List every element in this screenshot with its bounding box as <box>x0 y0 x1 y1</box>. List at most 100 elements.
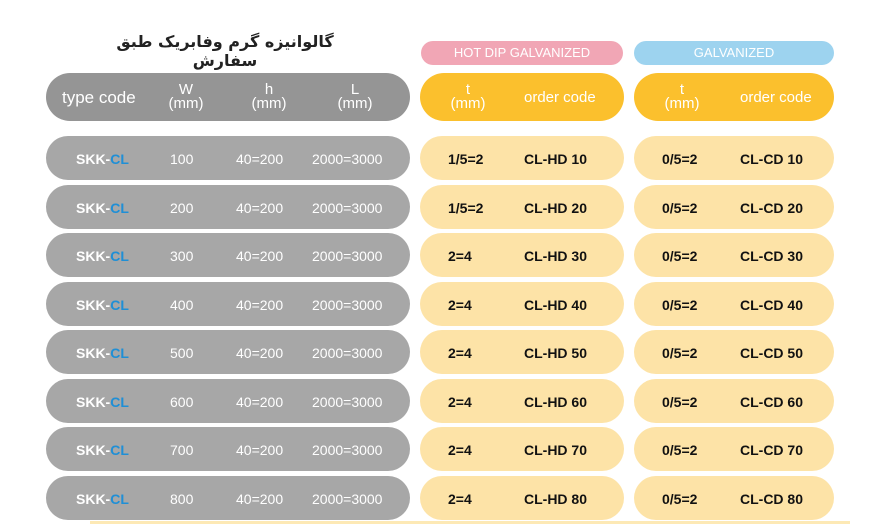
type-code-prefix: SKK- <box>76 248 111 264</box>
length-value: 2000=3000 <box>312 393 383 410</box>
type-code-prefix: SKK- <box>76 296 111 313</box>
order-code-value: CL-CD 80 <box>740 490 804 507</box>
height-value: 40=200 <box>236 151 284 167</box>
order-code-value: CL-CD 30 <box>740 248 804 264</box>
order-code-header: order code <box>740 89 812 106</box>
table-row: SKK-CL 200 40=200 2000=3000 <box>46 184 410 229</box>
hot-dip-header: t (mm) order code <box>420 73 624 121</box>
bottom-divider <box>90 521 850 524</box>
table-row: SKK-CL 700 40=200 2000=3000 <box>46 427 410 471</box>
type-code: SKK-CL <box>76 151 129 167</box>
type-code: SKK-CL <box>76 200 129 216</box>
thickness-value: 1/5=2 <box>448 199 484 216</box>
height-value: 40=200 <box>236 199 284 216</box>
galvanized-row: 0/5=2 CL-CD 40 <box>634 281 834 326</box>
type-code-prefix: SKK- <box>76 442 111 458</box>
order-code-value: CL-HD 60 <box>524 393 588 410</box>
type-code-suffix: CL <box>110 248 129 264</box>
order-code-value: CL-CD 50 <box>740 345 804 361</box>
spec-header: type code W (mm) h (mm) L (mm) <box>46 73 410 121</box>
order-code-value: CL-CD 70 <box>740 442 804 458</box>
h-label: h <box>264 81 274 98</box>
thickness-value: 0/5=2 <box>662 345 698 361</box>
order-code-value: CL-CD 60 <box>740 393 804 410</box>
length-value: 2000=3000 <box>312 296 383 313</box>
height-value: 40=200 <box>236 296 284 313</box>
galvanized-row: 0/5=2 CL-CD 70 <box>634 427 834 471</box>
hot-dip-row: 1/5=2 CL-HD 10 <box>420 136 624 180</box>
type-code: SKK-CL <box>76 442 129 458</box>
h-header: h (mm) <box>247 81 291 111</box>
table-row: SKK-CL 400 40=200 2000=3000 <box>46 281 410 326</box>
type-code-prefix: SKK- <box>76 490 111 507</box>
hot-dip-row: 1/5=2 CL-HD 20 <box>420 184 624 229</box>
galvanized-row: 0/5=2 CL-CD 80 <box>634 475 834 520</box>
type-code-suffix: CL <box>110 490 129 507</box>
table-row: SKK-CL 800 40=200 2000=3000 <box>46 475 410 520</box>
w-header: W (mm) <box>166 81 206 112</box>
type-code-suffix: CL <box>110 442 129 458</box>
galvanized-row: 0/5=2 CL-CD 20 <box>634 184 834 229</box>
width-value: 100 <box>170 151 194 167</box>
hot-dip-row: 2=4 CL-HD 80 <box>420 475 624 520</box>
order-code-value: CL-CD 20 <box>740 199 804 216</box>
type-code: SKK-CL <box>76 297 129 313</box>
order-code-value: CL-HD 80 <box>524 490 588 507</box>
table-row: SKK-CL 600 40=200 2000=3000 <box>46 378 410 423</box>
thickness-value: 2=4 <box>448 490 472 507</box>
hot-dip-row: 2=4 CL-HD 50 <box>420 330 624 374</box>
width-value: 700 <box>170 442 194 458</box>
width-value: 800 <box>170 490 194 507</box>
t-header: t (mm) <box>662 81 702 112</box>
hot-dip-row: 2=4 CL-HD 60 <box>420 378 624 423</box>
order-code-value: CL-HD 50 <box>524 345 588 361</box>
order-code-value: CL-CD 10 <box>740 151 804 167</box>
t-unit: (mm) <box>664 95 700 112</box>
length-value: 2000=3000 <box>312 151 383 167</box>
thickness-value: 2=4 <box>448 442 472 458</box>
galvanized-row: 0/5=2 CL-CD 30 <box>634 233 834 277</box>
thickness-value: 0/5=2 <box>662 393 698 410</box>
length-value: 2000=3000 <box>312 248 383 264</box>
width-value: 400 <box>170 296 194 313</box>
height-value: 40=200 <box>236 490 284 507</box>
order-code-value: CL-HD 10 <box>524 151 588 167</box>
page-title: گالوانیزه گرم وفابریک طبق سفارش <box>116 32 334 70</box>
height-value: 40=200 <box>236 345 284 361</box>
hot-dip-galvanized-label: HOT DIP GALVANIZED <box>421 41 623 65</box>
thickness-value: 2=4 <box>448 296 472 313</box>
galvanized-row: 0/5=2 CL-CD 10 <box>634 136 834 180</box>
hot-dip-row: 2=4 CL-HD 40 <box>420 281 624 326</box>
t-label: t <box>679 81 685 98</box>
w-unit: (mm) <box>168 95 204 112</box>
thickness-value: 0/5=2 <box>662 296 698 313</box>
type-code-suffix: CL <box>110 151 129 167</box>
thickness-value: 1/5=2 <box>448 151 484 167</box>
height-value: 40=200 <box>236 393 284 410</box>
type-code-suffix: CL <box>110 199 129 216</box>
l-unit: (mm) <box>337 95 373 112</box>
table-row: SKK-CL 300 40=200 2000=3000 <box>46 233 410 277</box>
t-unit: (mm) <box>450 95 486 112</box>
width-value: 600 <box>170 393 194 410</box>
w-label: W <box>178 81 194 98</box>
hot-dip-row: 2=4 CL-HD 30 <box>420 233 624 277</box>
t-header: t (mm) <box>448 82 488 112</box>
order-code-value: CL-HD 70 <box>524 442 588 458</box>
galvanized-row: 0/5=2 CL-CD 50 <box>634 330 834 374</box>
order-code-value: CL-HD 40 <box>524 296 588 313</box>
height-value: 40=200 <box>236 442 284 458</box>
thickness-value: 2=4 <box>448 345 472 361</box>
order-code-value: CL-HD 20 <box>524 199 588 216</box>
thickness-value: 2=4 <box>448 248 472 264</box>
table-row: SKK-CL 100 40=200 2000=3000 <box>46 136 410 180</box>
order-code-header: order code <box>524 89 596 106</box>
type-code-prefix: SKK- <box>76 199 111 216</box>
width-value: 300 <box>170 248 194 264</box>
type-code-suffix: CL <box>110 393 129 410</box>
galvanized-label: GALVANIZED <box>634 41 834 65</box>
galvanized-row: 0/5=2 CL-CD 60 <box>634 378 834 423</box>
type-code-prefix: SKK- <box>76 393 111 410</box>
width-value: 500 <box>170 345 194 361</box>
type-code-suffix: CL <box>110 345 129 361</box>
